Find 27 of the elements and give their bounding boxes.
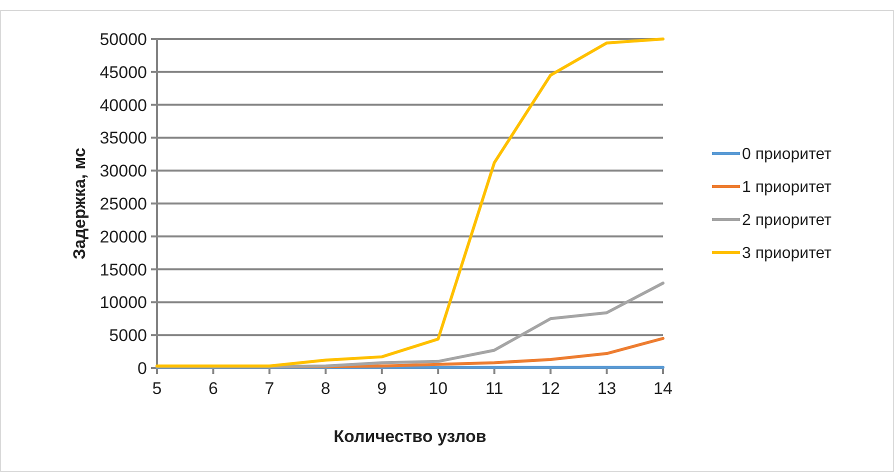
x-tick-label: 9 <box>377 379 387 398</box>
y-tick-label: 10000 <box>100 293 147 312</box>
x-tick-label: 10 <box>428 379 448 398</box>
x-tick-label: 12 <box>541 379 560 398</box>
x-tick-label: 11 <box>486 379 504 398</box>
y-tick-label: 15000 <box>100 260 147 280</box>
x-axis-title: Количество узлов <box>334 427 486 446</box>
y-tick-label: 30000 <box>100 162 147 181</box>
y-tick-label: 5000 <box>109 326 147 346</box>
y-tick-label: 20000 <box>100 227 147 246</box>
x-tick-label: 8 <box>320 379 330 398</box>
y-tick-label: 50000 <box>100 30 147 49</box>
legend-label: 0 приоритет <box>742 146 832 164</box>
y-tick-label: 0 <box>138 358 147 378</box>
y-tick-label: 35000 <box>100 128 147 148</box>
x-tick-label: 13 <box>597 379 616 398</box>
legend-label: 1 приоритет <box>742 179 832 196</box>
y-axis-title: Задержка, мс <box>70 148 89 260</box>
legend-label: 2 приоритет <box>742 212 832 230</box>
x-tick-label: 6 <box>208 379 218 398</box>
x-tick-label: 14 <box>654 379 672 398</box>
y-tick-label: 45000 <box>100 62 147 82</box>
y-tick-label: 40000 <box>100 96 147 115</box>
legend-label: 3 приоритет <box>742 245 832 262</box>
x-tick-label: 7 <box>264 379 274 398</box>
y-tick-label: 25000 <box>100 194 147 214</box>
x-tick-label: 5 <box>152 379 162 398</box>
